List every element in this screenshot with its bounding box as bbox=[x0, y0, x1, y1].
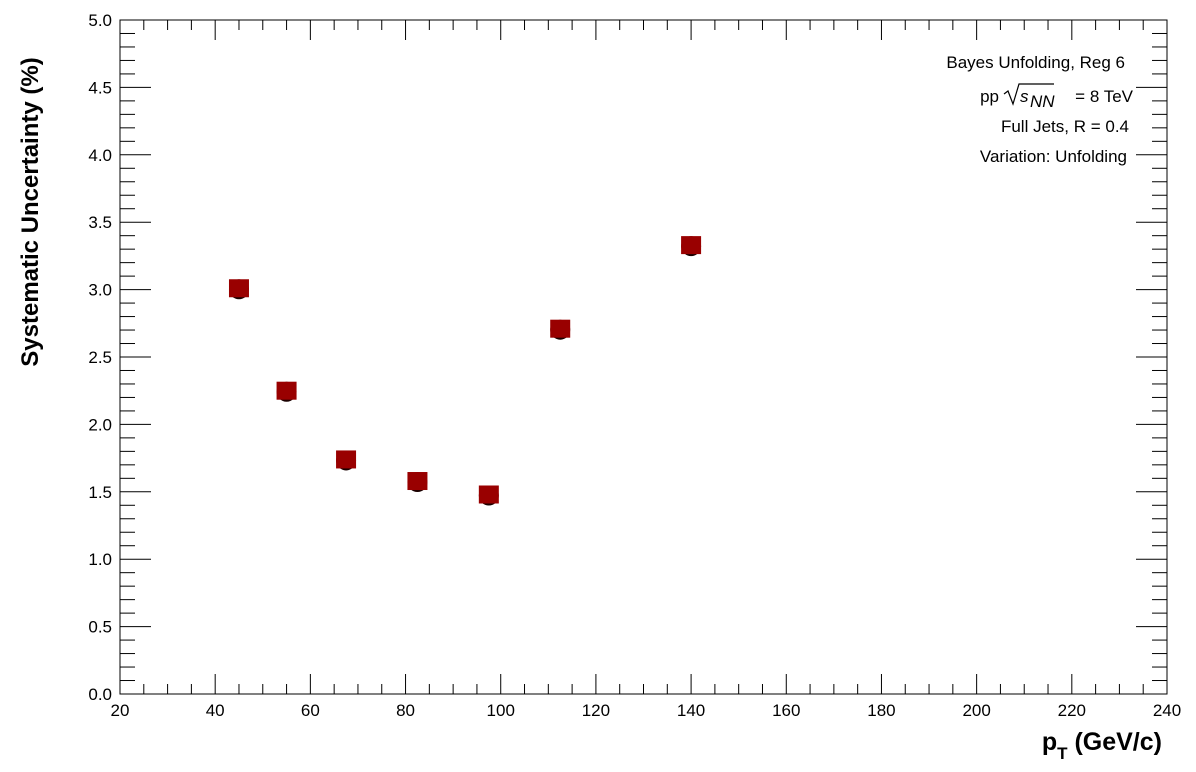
y-tick-label: 2.5 bbox=[88, 348, 112, 367]
y-axis-tick-labels: 0.0 0.5 1.0 1.5 2.0 2.5 3.0 3.5 4.0 4.5 5.0 bbox=[88, 11, 112, 704]
x-tick-label: 80 bbox=[396, 701, 415, 720]
annotation-line-2-sub: NN bbox=[1030, 92, 1055, 111]
data-point bbox=[681, 236, 702, 257]
data-point bbox=[478, 485, 499, 506]
y-axis-title: Systematic Uncertainty (%) bbox=[17, 57, 44, 366]
data-point bbox=[276, 381, 297, 402]
data-point-marker bbox=[681, 236, 702, 255]
annotation-line-2: pp s NN = 8 TeV bbox=[980, 83, 1134, 111]
data-point-marker bbox=[478, 485, 499, 504]
y-tick-label: 1.5 bbox=[88, 483, 112, 502]
data-point-marker bbox=[228, 279, 249, 298]
x-axis-title-main: p bbox=[1042, 728, 1057, 756]
x-axis-ticks bbox=[119, 20, 1168, 694]
data-point bbox=[407, 472, 428, 493]
x-tick-label: 40 bbox=[206, 701, 225, 720]
x-tick-label: 180 bbox=[867, 701, 895, 720]
x-axis-title: pT (GeV/c) bbox=[1042, 728, 1162, 763]
data-point-marker bbox=[336, 450, 357, 469]
x-tick-label: 140 bbox=[677, 701, 705, 720]
data-point bbox=[336, 450, 357, 471]
x-tick-label: 20 bbox=[111, 701, 130, 720]
x-tick-label: 220 bbox=[1058, 701, 1086, 720]
y-tick-label: 5.0 bbox=[88, 11, 112, 30]
x-tick-label: 60 bbox=[301, 701, 320, 720]
data-point-marker bbox=[407, 472, 428, 491]
data-points bbox=[228, 236, 702, 506]
y-tick-label: 0.5 bbox=[88, 618, 112, 637]
x-tick-label: 240 bbox=[1153, 701, 1181, 720]
annotation-line-4: Variation: Unfolding bbox=[980, 147, 1127, 166]
data-point bbox=[228, 279, 249, 300]
x-axis-title-rest: (GeV/c) bbox=[1068, 728, 1162, 756]
y-tick-label: 4.0 bbox=[88, 146, 112, 165]
y-tick-label: 4.5 bbox=[88, 78, 112, 97]
x-axis-tick-labels: 20 40 60 80 100 120 140 160 180 200 220 240 bbox=[111, 701, 1182, 720]
x-axis-title-sub: T bbox=[1057, 744, 1068, 763]
y-tick-label: 3.5 bbox=[88, 213, 112, 232]
annotation-line-1: Bayes Unfolding, Reg 6 bbox=[946, 53, 1125, 72]
sqrt-symbol bbox=[1003, 83, 1054, 106]
annotation-line-2-prefix: pp bbox=[980, 87, 999, 106]
y-tick-label: 3.0 bbox=[88, 281, 112, 300]
data-point-marker bbox=[550, 319, 571, 338]
y-axis-ticks bbox=[120, 19, 1167, 695]
y-tick-label: 2.0 bbox=[88, 415, 112, 434]
y-tick-label: 1.0 bbox=[88, 550, 112, 569]
annotation-line-3: Full Jets, R = 0.4 bbox=[1001, 117, 1129, 136]
annotation-line-2-s: s bbox=[1020, 87, 1029, 106]
y-tick-label: 0.0 bbox=[88, 685, 112, 704]
x-tick-label: 120 bbox=[582, 701, 610, 720]
x-tick-label: 200 bbox=[962, 701, 990, 720]
annotation-line-2-suffix: = 8 TeV bbox=[1075, 87, 1133, 106]
data-point bbox=[550, 319, 571, 340]
x-tick-label: 100 bbox=[487, 701, 515, 720]
data-point-marker bbox=[276, 381, 297, 400]
x-tick-label: 160 bbox=[772, 701, 800, 720]
